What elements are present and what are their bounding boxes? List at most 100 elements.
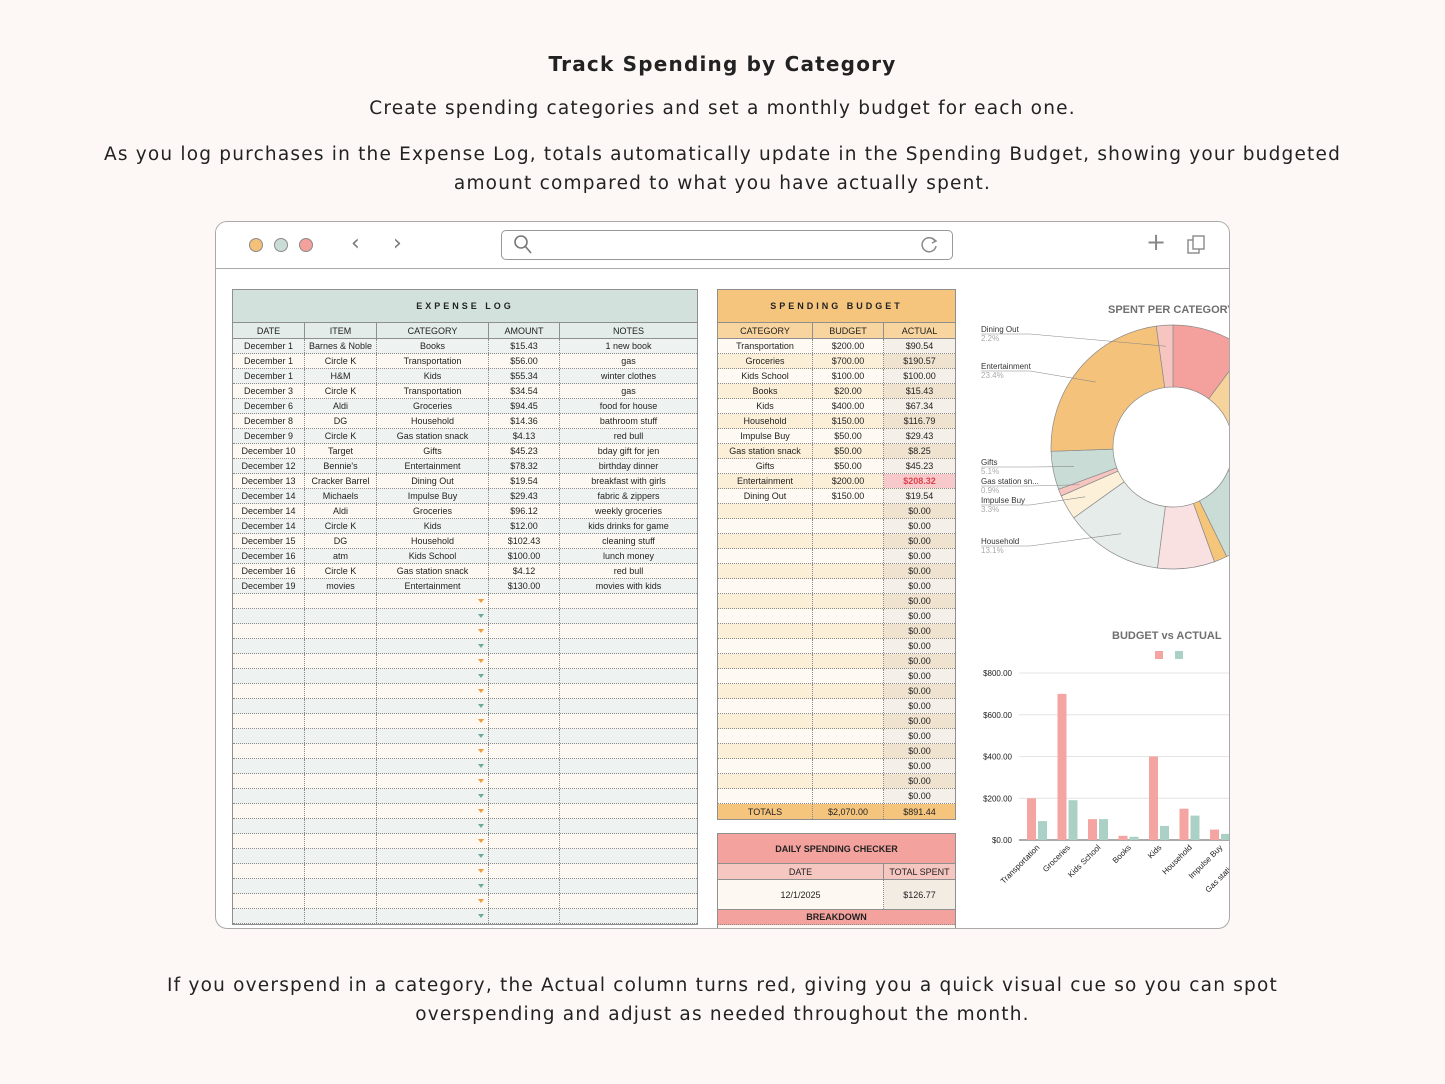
item-cell[interactable] <box>305 729 377 743</box>
date-cell[interactable]: December 19 <box>233 579 305 593</box>
budget-category-cell[interactable] <box>718 654 813 668</box>
item-cell[interactable]: DG <box>305 414 377 428</box>
item-cell[interactable] <box>305 744 377 758</box>
date-cell[interactable]: December 12 <box>233 459 305 473</box>
item-cell[interactable]: movies <box>305 579 377 593</box>
category-dropdown[interactable] <box>377 654 489 668</box>
notes-cell[interactable]: food for house <box>599 401 658 411</box>
date-cell[interactable] <box>233 804 305 818</box>
notes-cell[interactable]: breakfast with girls <box>591 476 666 486</box>
category-dropdown[interactable]: Impulse Buy <box>377 489 489 503</box>
budget-amount-cell[interactable]: $700.00 <box>813 354 884 368</box>
budget-amount-cell[interactable] <box>813 729 884 743</box>
amount-cell[interactable] <box>489 909 560 923</box>
date-cell[interactable] <box>233 789 305 803</box>
budget-category-cell[interactable] <box>718 744 813 758</box>
item-cell[interactable]: Circle K <box>305 519 377 533</box>
notes-cell[interactable]: bathroom stuff <box>599 416 658 426</box>
item-cell[interactable]: Aldi <box>305 399 377 413</box>
category-dropdown[interactable] <box>377 684 489 698</box>
category-dropdown[interactable] <box>377 789 489 803</box>
date-cell[interactable]: December 16 <box>233 549 305 563</box>
amount-cell[interactable] <box>489 639 560 653</box>
date-cell[interactable]: December 1 <box>233 369 305 383</box>
item-cell[interactable]: Cracker Barrel <box>305 474 377 488</box>
item-cell[interactable] <box>305 759 377 773</box>
dropdown-arrow-icon[interactable] <box>478 779 484 783</box>
item-cell[interactable]: H&M <box>305 369 377 383</box>
category-dropdown[interactable] <box>377 594 489 608</box>
amount-cell[interactable]: $34.54 <box>489 384 560 398</box>
item-cell[interactable] <box>305 804 377 818</box>
amount-cell[interactable]: $12.00 <box>489 519 560 533</box>
budget-amount-cell[interactable] <box>813 744 884 758</box>
budget-amount-cell[interactable] <box>813 624 884 638</box>
date-cell[interactable]: December 1 <box>233 339 305 353</box>
date-cell[interactable] <box>233 639 305 653</box>
notes-cell[interactable]: movies with kids <box>595 581 662 591</box>
budget-amount-cell[interactable] <box>813 654 884 668</box>
dropdown-arrow-icon[interactable] <box>478 659 484 663</box>
date-cell[interactable] <box>233 909 305 923</box>
item-cell[interactable] <box>305 669 377 683</box>
actual-bar[interactable] <box>1068 800 1078 840</box>
date-cell[interactable]: December 14 <box>233 519 305 533</box>
amount-cell[interactable] <box>489 804 560 818</box>
url-bar[interactable] <box>501 230 953 260</box>
amount-cell[interactable]: $45.23 <box>489 444 560 458</box>
budget-amount-cell[interactable] <box>813 669 884 683</box>
item-cell[interactable] <box>305 594 377 608</box>
window-dot-green[interactable] <box>274 238 288 252</box>
budget-bar[interactable] <box>1027 798 1036 840</box>
date-cell[interactable] <box>233 669 305 683</box>
date-cell[interactable] <box>233 684 305 698</box>
daily-date-input[interactable]: 12/1/2025 <box>718 880 884 909</box>
category-dropdown[interactable] <box>377 774 489 788</box>
budget-category-cell[interactable] <box>718 729 813 743</box>
date-cell[interactable] <box>233 759 305 773</box>
category-dropdown[interactable] <box>377 639 489 653</box>
notes-cell[interactable]: red bull <box>613 431 644 441</box>
budget-amount-cell[interactable]: $50.00 <box>813 444 884 458</box>
item-cell[interactable] <box>305 699 377 713</box>
actual-bar[interactable] <box>1099 819 1108 840</box>
budget-amount-cell[interactable]: $50.00 <box>813 429 884 443</box>
item-cell[interactable] <box>305 609 377 623</box>
item-cell[interactable] <box>305 684 377 698</box>
budget-category-cell[interactable] <box>718 639 813 653</box>
budget-category-cell[interactable] <box>718 579 813 593</box>
amount-cell[interactable] <box>489 894 560 908</box>
amount-cell[interactable] <box>489 849 560 863</box>
budget-category-cell[interactable] <box>718 549 813 563</box>
amount-cell[interactable]: $55.34 <box>489 369 560 383</box>
amount-cell[interactable]: $15.43 <box>489 339 560 353</box>
category-dropdown[interactable]: Gas station snack <box>377 564 489 578</box>
budget-amount-cell[interactable]: $20.00 <box>813 384 884 398</box>
item-cell[interactable] <box>305 639 377 653</box>
amount-cell[interactable] <box>489 819 560 833</box>
budget-category-cell[interactable] <box>718 564 813 578</box>
budget-category-cell[interactable]: Kids <box>718 399 813 413</box>
dropdown-arrow-icon[interactable] <box>478 614 484 618</box>
budget-category-cell[interactable]: Groceries <box>718 354 813 368</box>
amount-cell[interactable]: $29.43 <box>489 489 560 503</box>
category-dropdown[interactable] <box>377 714 489 728</box>
date-cell[interactable] <box>233 594 305 608</box>
date-cell[interactable] <box>233 864 305 878</box>
budget-bar[interactable] <box>1210 829 1219 840</box>
notes-cell[interactable]: gas <box>621 356 636 366</box>
budget-amount-cell[interactable] <box>813 774 884 788</box>
dropdown-arrow-icon[interactable] <box>478 884 484 888</box>
item-cell[interactable]: Bennie's <box>305 459 377 473</box>
item-cell[interactable] <box>305 624 377 638</box>
date-cell[interactable] <box>233 699 305 713</box>
date-cell[interactable] <box>233 714 305 728</box>
actual-bar[interactable] <box>1221 833 1229 840</box>
category-dropdown[interactable]: Dining Out <box>377 474 489 488</box>
item-cell[interactable] <box>305 849 377 863</box>
category-dropdown[interactable]: Gas station snack <box>377 429 489 443</box>
budget-amount-cell[interactable] <box>813 699 884 713</box>
amount-cell[interactable]: $4.13 <box>489 429 560 443</box>
amount-cell[interactable]: $19.54 <box>489 474 560 488</box>
category-dropdown[interactable] <box>377 864 489 878</box>
